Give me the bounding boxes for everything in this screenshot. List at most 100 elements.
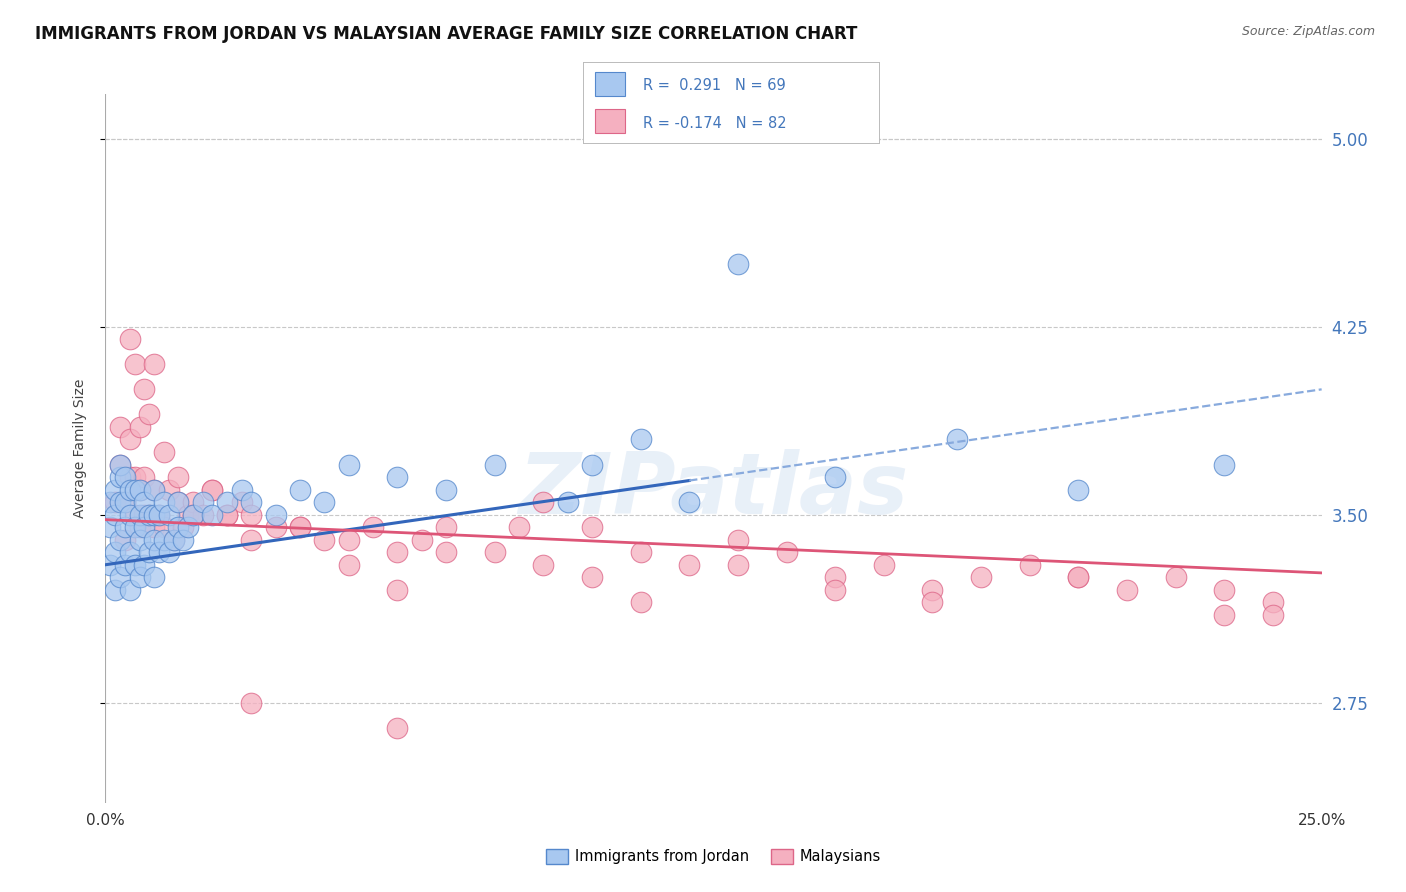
Point — [337, 458, 360, 472]
Point — [134, 470, 156, 484]
Point — [1261, 595, 1284, 609]
Point — [98, 495, 121, 509]
Point — [508, 520, 530, 534]
Point — [630, 433, 652, 447]
Point — [181, 508, 204, 522]
Point — [1213, 607, 1236, 622]
Point — [191, 495, 214, 509]
Point — [1018, 558, 1040, 572]
Point — [167, 470, 190, 484]
Point — [411, 533, 433, 547]
Point — [104, 582, 127, 597]
Point — [143, 520, 166, 534]
Point — [177, 520, 200, 534]
Point — [970, 570, 993, 584]
Point — [128, 533, 150, 547]
Point — [118, 483, 141, 497]
Point — [557, 495, 579, 509]
Point — [143, 570, 166, 584]
Point — [157, 483, 180, 497]
Point — [148, 545, 170, 559]
Text: R = -0.174   N = 82: R = -0.174 N = 82 — [643, 116, 786, 130]
Point — [824, 470, 846, 484]
Point — [217, 508, 239, 522]
Point — [128, 570, 150, 584]
Point — [231, 495, 253, 509]
Point — [1213, 458, 1236, 472]
Point — [108, 495, 131, 509]
Point — [873, 558, 896, 572]
Point — [138, 408, 160, 422]
Point — [387, 721, 409, 735]
Point — [1067, 570, 1090, 584]
Point — [172, 533, 194, 547]
Point — [143, 483, 166, 497]
Point — [128, 508, 150, 522]
Point — [104, 545, 127, 559]
Point — [824, 582, 846, 597]
Point — [1213, 582, 1236, 597]
Point — [581, 520, 603, 534]
Text: Source: ZipAtlas.com: Source: ZipAtlas.com — [1241, 25, 1375, 38]
Point — [124, 520, 146, 534]
Point — [217, 495, 239, 509]
Point — [727, 558, 749, 572]
Point — [484, 458, 506, 472]
Point — [177, 508, 200, 522]
Point — [98, 520, 121, 534]
Bar — [595, 72, 624, 96]
Point — [1067, 483, 1090, 497]
Point — [118, 433, 141, 447]
Legend: Immigrants from Jordan, Malaysians: Immigrants from Jordan, Malaysians — [540, 843, 887, 870]
Point — [134, 520, 156, 534]
Point — [288, 520, 311, 534]
Point — [630, 545, 652, 559]
Point — [167, 495, 190, 509]
Point — [775, 545, 797, 559]
Point — [181, 495, 204, 509]
Point — [387, 545, 409, 559]
Point — [361, 520, 384, 534]
Point — [104, 495, 127, 509]
Point — [104, 508, 127, 522]
Point — [128, 483, 150, 497]
Point — [128, 520, 150, 534]
Point — [143, 508, 166, 522]
Point — [264, 520, 287, 534]
Point — [118, 545, 141, 559]
Point — [201, 508, 224, 522]
Point — [434, 520, 457, 534]
Point — [1261, 607, 1284, 622]
Point — [531, 495, 554, 509]
Point — [118, 470, 141, 484]
Point — [824, 570, 846, 584]
Point — [727, 257, 749, 271]
Point — [1067, 570, 1090, 584]
Point — [153, 520, 176, 534]
Point — [118, 582, 141, 597]
Point — [114, 495, 136, 509]
Point — [162, 533, 184, 547]
Point — [108, 420, 131, 434]
Point — [108, 458, 131, 472]
Point — [240, 508, 263, 522]
Point — [148, 508, 170, 522]
Point — [162, 533, 184, 547]
Point — [264, 508, 287, 522]
Point — [581, 458, 603, 472]
Point — [114, 495, 136, 509]
Point — [945, 433, 967, 447]
Point — [314, 533, 336, 547]
Text: R =  0.291   N = 69: R = 0.291 N = 69 — [643, 78, 786, 93]
Point — [921, 582, 943, 597]
Point — [434, 483, 457, 497]
Point — [157, 508, 180, 522]
Point — [134, 558, 156, 572]
Text: IMMIGRANTS FROM JORDAN VS MALAYSIAN AVERAGE FAMILY SIZE CORRELATION CHART: IMMIGRANTS FROM JORDAN VS MALAYSIAN AVER… — [35, 25, 858, 43]
Point — [128, 420, 150, 434]
Point — [153, 533, 176, 547]
Point — [114, 470, 136, 484]
Point — [118, 508, 141, 522]
Point — [201, 483, 224, 497]
Point — [240, 495, 263, 509]
